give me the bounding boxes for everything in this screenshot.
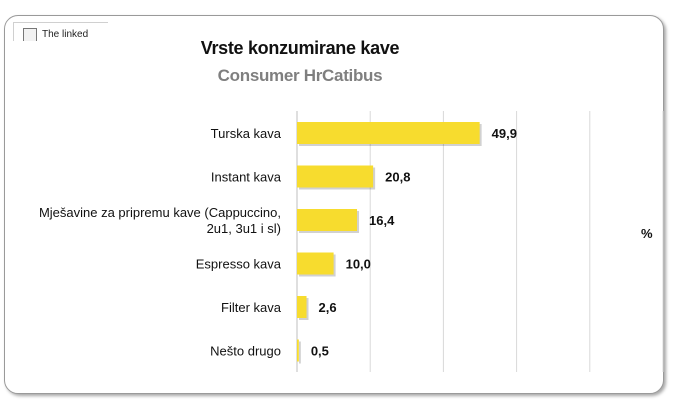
- category-label: Mješavine za pripremu kave (Cappuccino,: [39, 205, 281, 220]
- bar: [297, 296, 307, 318]
- category-label: Instant kava: [211, 170, 282, 185]
- bar: [297, 165, 374, 188]
- chart-frame: [4, 15, 664, 394]
- bar: [297, 252, 334, 275]
- chart-title: Vrste konzumirane kave: [200, 38, 400, 58]
- value-label: 20,8: [385, 170, 410, 185]
- broken-image-icon: [23, 28, 37, 41]
- category-label: 2u1, 3u1 i sl): [207, 221, 281, 236]
- bar: [297, 122, 480, 144]
- linked-image-placeholder: The linked: [13, 22, 108, 41]
- category-label: Filter kava: [221, 300, 282, 315]
- value-label: 16,4: [369, 213, 395, 228]
- bar-shadow: [299, 341, 301, 364]
- bar: [297, 209, 358, 231]
- chart-subtitle: Consumer HrCatibus: [217, 66, 383, 85]
- value-label: 10,0: [346, 257, 371, 272]
- category-label: Espresso kava: [196, 257, 282, 272]
- value-label: 0,5: [311, 344, 329, 359]
- value-label: 2,6: [319, 300, 337, 315]
- linked-image-text: The linked: [42, 29, 89, 40]
- unit-label: %: [641, 226, 653, 241]
- category-label: Nešto drugo: [210, 344, 281, 359]
- category-label: Turska kava: [211, 126, 282, 141]
- bar: [297, 339, 299, 362]
- value-label: 49,9: [492, 126, 517, 141]
